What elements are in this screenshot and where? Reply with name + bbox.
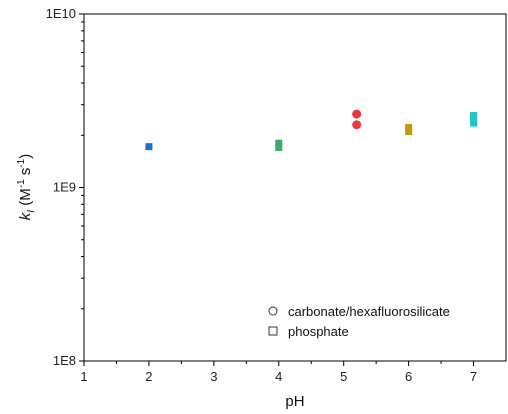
x-tick-label: 6	[405, 369, 412, 384]
x-tick-label: 4	[275, 369, 282, 384]
x-tick-label: 3	[210, 369, 217, 384]
y-tick-label: 1E10	[46, 6, 76, 21]
y-axis-title-unit-open: (M	[17, 188, 34, 210]
legend-label-phosphate: phosphate	[288, 324, 349, 339]
y-axis-title-unit-sup1: -1	[16, 179, 27, 188]
data-point-square	[470, 119, 478, 127]
plot-area	[83, 13, 507, 362]
x-axis: 1 2 3 4 5 6 7	[80, 361, 477, 384]
data-point-square	[275, 144, 283, 152]
x-tick-label: 2	[145, 369, 152, 384]
legend: carbonate/hexafluorosilicate phosphate	[268, 304, 450, 339]
data-marks	[145, 109, 478, 152]
y-tick-label: 1E8	[53, 353, 76, 368]
x-tick-label: 1	[80, 369, 87, 384]
x-axis-title: pH	[285, 393, 304, 410]
y-tick-label: 1E9	[53, 180, 76, 195]
data-point-square	[405, 123, 413, 131]
data-point-square	[405, 128, 413, 136]
y-axis-title-unit-mid: s	[17, 168, 34, 180]
legend-label-carbonate: carbonate/hexafluorosilicate	[288, 304, 450, 319]
y-axis-title-base: k	[17, 211, 34, 220]
data-point-circle	[352, 120, 362, 130]
data-point-square	[470, 112, 478, 120]
y-axis-title-unit-close: )	[17, 154, 34, 159]
y-axis-title: kI (M-1 s-1)	[16, 154, 37, 220]
legend-circle-icon	[268, 306, 278, 316]
data-point-square	[145, 143, 153, 151]
y-axis: 1E8 1E9 1E10	[46, 6, 84, 368]
legend-square-icon	[268, 326, 278, 336]
y-axis-title-unit-sup2: -1	[16, 158, 27, 167]
data-point-square	[470, 115, 478, 123]
x-tick-label: 7	[470, 369, 477, 384]
y-axis-title-sub: I	[26, 210, 37, 213]
data-point-square	[275, 139, 283, 147]
x-tick-label: 5	[340, 369, 347, 384]
data-point-circle	[352, 109, 362, 119]
